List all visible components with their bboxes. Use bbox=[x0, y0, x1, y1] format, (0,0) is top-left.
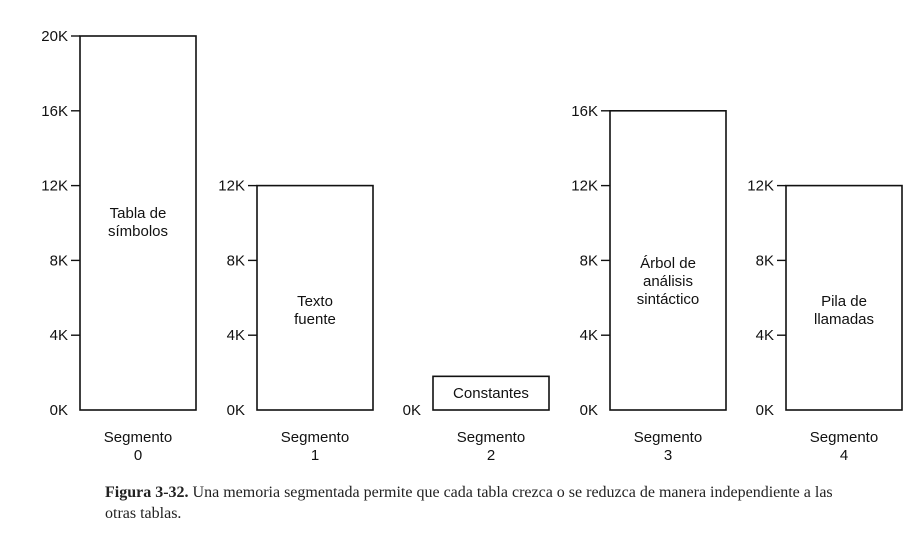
segment-0-content-label: Tabla de bbox=[110, 205, 167, 222]
segment-1-name: 1 bbox=[311, 447, 319, 464]
segment-3-box bbox=[609, 110, 727, 411]
segment-0-box bbox=[79, 35, 197, 411]
segment-4-tick-label: 8K bbox=[756, 252, 774, 269]
segment-4-content-label: llamadas bbox=[814, 311, 874, 328]
segment-0-tick-label: 8K bbox=[50, 252, 68, 269]
segment-1-tick-label: 0K bbox=[227, 402, 245, 419]
segment-3-content-label: sintáctico bbox=[637, 291, 700, 308]
segment-3-name: Segmento bbox=[634, 429, 702, 446]
segment-0-name: Segmento bbox=[104, 429, 172, 446]
segment-0-tick-label: 20K bbox=[41, 28, 68, 45]
segment-1-tick-label: 8K bbox=[227, 252, 245, 269]
segment-1-content-label: Texto bbox=[297, 293, 333, 310]
segment-1-name: Segmento bbox=[281, 429, 349, 446]
segment-4-tick-label: 4K bbox=[756, 327, 774, 344]
figure-caption: Figura 3-32. Una memoria segmentada perm… bbox=[105, 482, 865, 524]
segment-0-tick-label: 16K bbox=[41, 103, 68, 120]
segment-4-tick-label: 0K bbox=[756, 402, 774, 419]
segment-3-name: 3 bbox=[664, 447, 672, 464]
segment-4-name: Segmento bbox=[810, 429, 878, 446]
segment-3-tick-label: 8K bbox=[580, 252, 598, 269]
segment-3-tick-label: 4K bbox=[580, 327, 598, 344]
segment-0-name: 0 bbox=[134, 447, 142, 464]
segment-1-box bbox=[256, 184, 374, 411]
segment-0-tick-label: 4K bbox=[50, 327, 68, 344]
segment-4-content-label: Pila de bbox=[821, 293, 867, 310]
segment-3-tick-label: 0K bbox=[580, 402, 598, 419]
segment-2-name: Segmento bbox=[457, 429, 525, 446]
segment-1-tick-label: 4K bbox=[227, 327, 245, 344]
segment-0-content-label: símbolos bbox=[108, 223, 168, 240]
segment-2-content-label: Constantes bbox=[453, 385, 529, 402]
segment-4-box bbox=[785, 184, 903, 411]
segment-2-name: 2 bbox=[487, 447, 495, 464]
segment-1-tick-label: 12K bbox=[218, 178, 245, 195]
segment-2-tick-label: 0K bbox=[403, 402, 421, 419]
segment-4-tick-label: 12K bbox=[747, 178, 774, 195]
segment-3-content-label: análisis bbox=[643, 273, 693, 290]
segment-0-tick-label: 0K bbox=[50, 402, 68, 419]
figure-number: Figura 3-32. bbox=[105, 484, 189, 501]
segment-1-content-label: fuente bbox=[294, 311, 336, 328]
segment-3-content-label: Árbol de bbox=[640, 255, 696, 272]
segment-4-name: 4 bbox=[840, 447, 848, 464]
segment-0-tick-label: 12K bbox=[41, 178, 68, 195]
segment-3-tick-label: 12K bbox=[571, 178, 598, 195]
segment-2-box bbox=[432, 375, 550, 411]
figure-caption-text: Una memoria segmentada permite que cada … bbox=[105, 484, 833, 522]
segment-3-tick-label: 16K bbox=[571, 103, 598, 120]
